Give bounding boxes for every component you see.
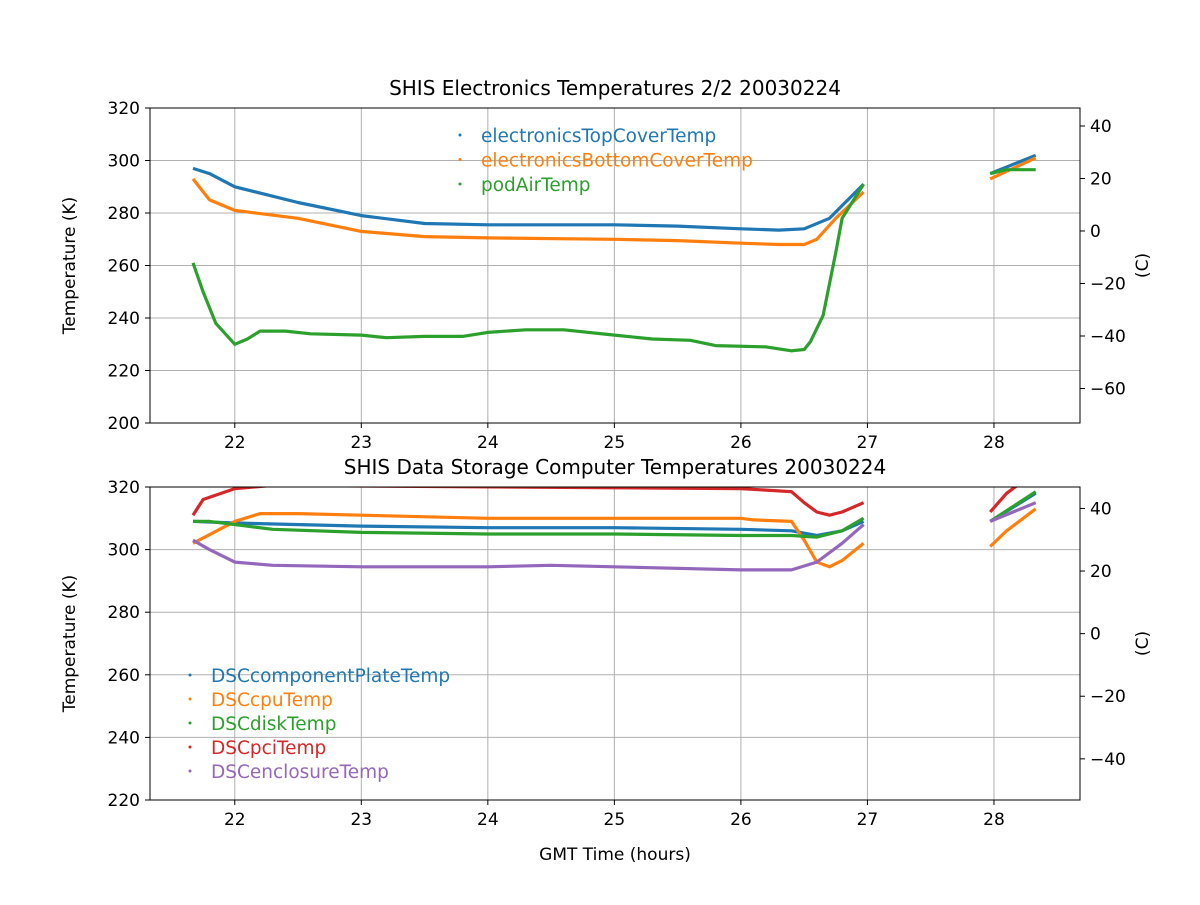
legend-marker <box>188 769 192 773</box>
y-tick-label: 200 <box>108 414 140 434</box>
y-tick-label: 240 <box>108 728 140 748</box>
y2-tick-label: −40 <box>1090 750 1126 770</box>
x-tick-label: 26 <box>730 433 752 453</box>
axes-frame <box>149 486 1081 801</box>
y2-tick-label: 20 <box>1090 169 1112 189</box>
series-line-DSCenclosureTemp <box>192 523 865 572</box>
y-tick-label: 320 <box>108 478 140 498</box>
legend-label: DSCdiskTemp <box>211 714 336 735</box>
series-line-DSCcpuTemp <box>989 507 1037 548</box>
series-line-podAirTemp <box>989 168 1036 176</box>
x-tick-label: 24 <box>477 810 499 830</box>
series-line-electronicsTopCoverTemp <box>192 166 865 232</box>
legend-label: podAirTemp <box>481 175 591 196</box>
chart-title: SHIS Data Storage Computer Temperatures … <box>344 455 886 479</box>
y-tick-label: 320 <box>108 99 140 119</box>
y2-tick-label: 0 <box>1090 625 1101 645</box>
y-tick-label: 220 <box>108 791 140 811</box>
x-tick-label: 27 <box>857 810 879 830</box>
x-tick-label: 22 <box>224 810 246 830</box>
series-line-podAirTemp <box>191 183 865 353</box>
y2-tick-label: 20 <box>1090 562 1112 582</box>
x-tick-label: 25 <box>604 433 626 453</box>
series-line-DSCenclosureTemp <box>989 501 1037 523</box>
legend-label: DSCpciTemp <box>211 738 326 759</box>
y-tick-label: 260 <box>108 666 140 686</box>
x-tick-label: 22 <box>224 433 246 453</box>
legend-marker <box>458 133 462 137</box>
x-tick-label: 27 <box>857 433 879 453</box>
y2-axis-label: (C) <box>1133 253 1153 278</box>
legend: DSCcomponentPlateTemp DSCcpuTemp DSCdiskTe… <box>188 666 450 783</box>
legend: electronicsTopCoverTemp electronicsBottom… <box>458 126 753 196</box>
x-tick-label: 28 <box>983 433 1005 453</box>
legend-label: DSCenclosureTemp <box>211 762 389 783</box>
y2-tick-label: −20 <box>1090 687 1126 707</box>
y-tick-label: 280 <box>108 204 140 224</box>
y-tick-label: 300 <box>108 541 140 561</box>
legend-marker <box>188 745 192 749</box>
chart-title: SHIS Electronics Temperatures 2/2 200302… <box>389 76 841 100</box>
series-line-DSCdiskTemp <box>989 490 1037 523</box>
legend-marker <box>188 721 192 725</box>
series-line-DSCcpuTemp <box>192 511 865 569</box>
x-tick-label: 26 <box>730 810 752 830</box>
y-tick-label: 260 <box>108 257 140 277</box>
y2-axis-label: (C) <box>1133 631 1153 656</box>
y-tick-label: 280 <box>108 603 140 623</box>
legend-marker <box>458 158 462 161</box>
legend-label: electronicsBottomCoverTemp <box>481 151 753 172</box>
y2-tick-label: −60 <box>1090 379 1126 399</box>
x-axis-label: GMT Time (hours) <box>539 845 691 865</box>
legend-label: DSCcpuTemp <box>211 690 333 711</box>
series-line-DSCdiskTemp <box>193 516 865 539</box>
panel-1: 22 23 24 25 26 27 28200220240260280300320−60−4… <box>60 76 1153 453</box>
y2-tick-label: 0 <box>1090 222 1101 242</box>
x-tick-label: 23 <box>350 433 372 453</box>
y-axis-label: Temperature (K) <box>60 575 80 714</box>
y-tick-label: 300 <box>108 152 140 172</box>
legend-marker <box>188 673 192 677</box>
x-tick-label: 28 <box>983 810 1005 830</box>
legend-label: DSCcomponentPlateTemp <box>211 666 450 687</box>
y2-tick-label: −40 <box>1090 327 1126 347</box>
series-line-electronicsBottomCoverTemp <box>191 177 865 247</box>
x-tick-label: 24 <box>477 433 499 453</box>
legend-label: electronicsTopCoverTemp <box>481 126 716 147</box>
series-line-DSCpciTemp <box>191 487 865 517</box>
panel-2: 22 23 24 25 26 27 28 220 240 260 280 300 320 −40 −20 0 2… <box>60 455 1153 865</box>
x-tick-label: 25 <box>604 810 626 830</box>
legend-marker <box>458 182 462 186</box>
y-tick-label: 220 <box>108 362 140 382</box>
legend-marker <box>188 697 192 701</box>
y2-tick-label: 40 <box>1090 499 1112 519</box>
y-axis-label: Temperature (K) <box>60 197 80 336</box>
y-tick-label: 240 <box>108 309 140 329</box>
y2-tick-label: 40 <box>1090 117 1112 137</box>
x-tick-label: 23 <box>350 810 372 830</box>
y2-tick-label: −20 <box>1090 274 1126 294</box>
